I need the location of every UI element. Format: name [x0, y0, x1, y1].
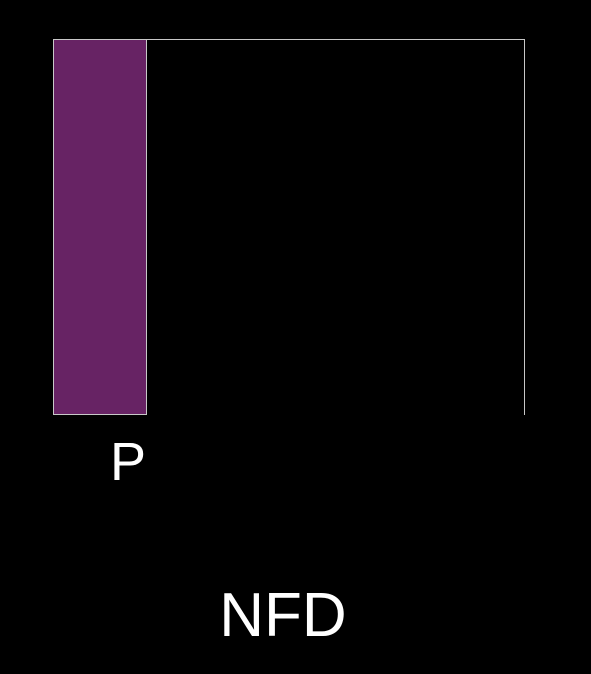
bar-label: P [93, 432, 163, 492]
p-bar [53, 39, 147, 415]
footer-label: NFD [183, 583, 383, 649]
